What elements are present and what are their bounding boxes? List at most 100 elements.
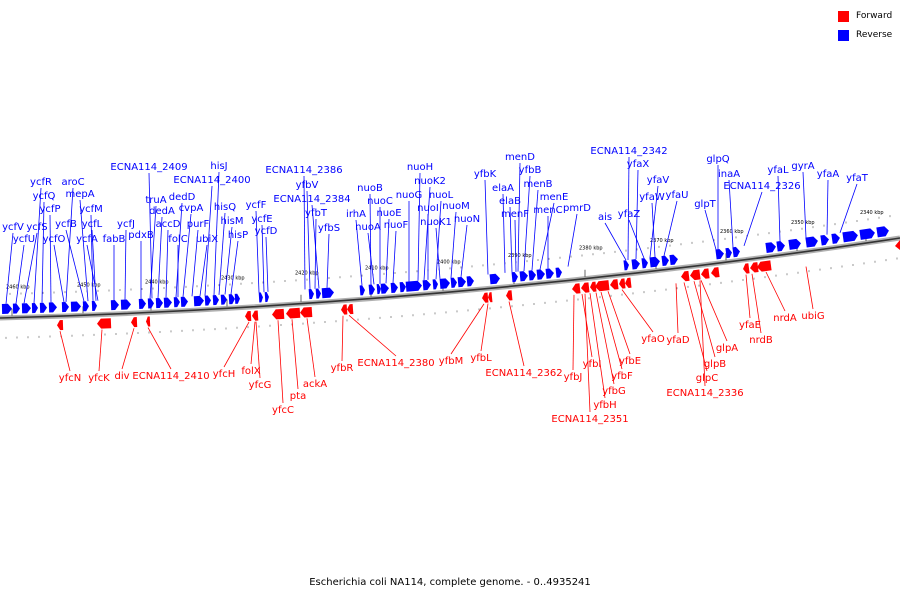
forward-gene-arrow[interactable] xyxy=(589,281,597,293)
forward-gene-arrow[interactable] xyxy=(341,304,348,315)
reverse-gene-arrow[interactable] xyxy=(193,295,205,307)
forward-gene-arrow[interactable] xyxy=(506,290,513,301)
gene-leader-line xyxy=(348,314,397,357)
reverse-gene-arrow[interactable] xyxy=(220,294,228,305)
reverse-gene-arrow[interactable] xyxy=(315,288,322,299)
reverse-gene-arrow[interactable] xyxy=(776,241,785,252)
reverse-gene-arrow[interactable] xyxy=(661,255,669,267)
reverse-gene-arrow[interactable] xyxy=(234,293,241,304)
reverse-gene-arrow[interactable] xyxy=(649,256,660,268)
forward-gene-arrow[interactable] xyxy=(710,267,720,278)
forward-gene-arrow[interactable] xyxy=(146,316,151,327)
forward-gene-arrow[interactable] xyxy=(131,317,138,328)
reverse-gene-arrow[interactable] xyxy=(422,280,432,291)
forward-gene-arrow[interactable] xyxy=(482,292,489,304)
reverse-gene-arrow[interactable] xyxy=(511,271,519,283)
forward-gene-arrow[interactable] xyxy=(245,310,252,322)
reverse-gene-arrow[interactable] xyxy=(831,233,840,244)
forward-gene-arrow[interactable] xyxy=(609,279,619,290)
reverse-gene-arrow[interactable] xyxy=(228,294,236,305)
reverse-gene-arrow[interactable] xyxy=(641,258,648,269)
forward-gene-arrow[interactable] xyxy=(618,278,626,289)
reverse-gene-arrow[interactable] xyxy=(432,279,439,290)
reverse-gene-arrow[interactable] xyxy=(725,247,732,259)
reverse-gene-arrow[interactable] xyxy=(765,242,776,253)
reverse-gene-arrow[interactable] xyxy=(631,259,640,270)
reverse-gene-arrow[interactable] xyxy=(82,301,89,312)
forward-gene-arrow[interactable] xyxy=(286,307,301,319)
forward-gene-arrow[interactable] xyxy=(488,292,493,303)
reverse-gene-arrow[interactable] xyxy=(859,228,875,240)
reverse-gene-arrow[interactable] xyxy=(457,276,467,288)
forward-gene-arrow[interactable] xyxy=(347,303,354,315)
reverse-gene-arrow[interactable] xyxy=(669,254,678,266)
forward-gene-arrow[interactable] xyxy=(756,260,772,272)
forward-gene-arrow[interactable] xyxy=(624,277,632,289)
forward-gene-arrow[interactable] xyxy=(680,270,690,282)
reverse-gene-arrow[interactable] xyxy=(368,284,376,295)
legend-forward-label: Forward xyxy=(856,11,893,21)
gene-label: yfbB xyxy=(519,165,542,176)
reverse-gene-arrow[interactable] xyxy=(876,226,889,238)
reverse-gene-arrow[interactable] xyxy=(439,278,451,289)
reverse-gene-arrow[interactable] xyxy=(405,280,423,292)
reverse-gene-arrow[interactable] xyxy=(842,230,858,243)
reverse-gene-arrow[interactable] xyxy=(376,283,382,295)
forward-gene-arrow[interactable] xyxy=(300,306,313,318)
forward-gene-arrow[interactable] xyxy=(700,268,710,279)
reverse-gene-arrow[interactable] xyxy=(31,302,38,314)
reverse-gene-arrow[interactable] xyxy=(489,273,501,285)
reverse-gene-arrow[interactable] xyxy=(805,236,818,248)
reverse-gene-arrow[interactable] xyxy=(623,260,629,271)
reverse-gene-arrow[interactable] xyxy=(308,288,315,300)
gene-label: folX xyxy=(241,366,260,377)
reverse-gene-arrow[interactable] xyxy=(545,268,555,279)
reverse-gene-arrow[interactable] xyxy=(1,303,12,314)
reverse-gene-arrow[interactable] xyxy=(70,301,81,312)
forward-gene-arrow[interactable] xyxy=(272,308,285,320)
reverse-gene-arrow[interactable] xyxy=(519,271,529,282)
reverse-gene-arrow[interactable] xyxy=(380,283,390,294)
forward-gene-arrow[interactable] xyxy=(594,280,610,292)
reverse-gene-arrow[interactable] xyxy=(12,303,20,314)
forward-gene-arrow[interactable] xyxy=(97,318,112,329)
forward-gene-arrow[interactable] xyxy=(252,310,259,321)
reverse-gene-arrow[interactable] xyxy=(163,297,172,308)
reverse-gene-arrow[interactable] xyxy=(258,292,264,303)
reverse-gene-arrow[interactable] xyxy=(715,248,724,260)
forward-gene-arrow[interactable] xyxy=(571,283,581,294)
reverse-gene-arrow[interactable] xyxy=(536,269,546,280)
reverse-gene-arrow[interactable] xyxy=(212,295,220,306)
reverse-gene-arrow[interactable] xyxy=(555,267,562,278)
reverse-gene-arrow[interactable] xyxy=(359,285,366,296)
reverse-gene-arrow[interactable] xyxy=(147,298,154,309)
reverse-gene-arrow[interactable] xyxy=(399,282,407,293)
reverse-gene-arrow[interactable] xyxy=(48,302,57,313)
reverse-gene-arrow[interactable] xyxy=(61,301,69,313)
forward-gene-arrow[interactable] xyxy=(57,320,64,331)
reverse-gene-arrow[interactable] xyxy=(204,295,212,306)
forward-gene-arrow[interactable] xyxy=(749,262,759,273)
reverse-gene-arrow[interactable] xyxy=(120,299,131,310)
forward-gene-arrow[interactable] xyxy=(580,282,590,293)
reverse-gene-arrow[interactable] xyxy=(788,238,801,250)
forward-gene-arrow[interactable] xyxy=(689,269,701,281)
reverse-gene-arrow[interactable] xyxy=(321,287,335,299)
reverse-gene-arrow[interactable] xyxy=(390,282,399,293)
reverse-gene-arrow[interactable] xyxy=(39,302,47,313)
reverse-gene-arrow[interactable] xyxy=(264,291,270,303)
reverse-gene-arrow[interactable] xyxy=(110,300,119,311)
reverse-gene-arrow[interactable] xyxy=(732,246,740,258)
reverse-gene-arrow[interactable] xyxy=(820,234,829,246)
forward-gene-arrow[interactable] xyxy=(742,263,750,274)
reverse-gene-arrow[interactable] xyxy=(91,300,97,311)
forward-gene-arrow[interactable] xyxy=(895,240,900,250)
reverse-gene-arrow[interactable] xyxy=(180,296,189,307)
reverse-gene-arrow[interactable] xyxy=(138,298,146,309)
reverse-gene-arrow[interactable] xyxy=(528,270,537,281)
reverse-gene-arrow[interactable] xyxy=(155,297,163,309)
reverse-gene-arrow[interactable] xyxy=(466,276,475,287)
reverse-gene-arrow[interactable] xyxy=(450,277,458,288)
reverse-gene-arrow[interactable] xyxy=(173,297,181,308)
reverse-gene-arrow[interactable] xyxy=(21,303,31,314)
